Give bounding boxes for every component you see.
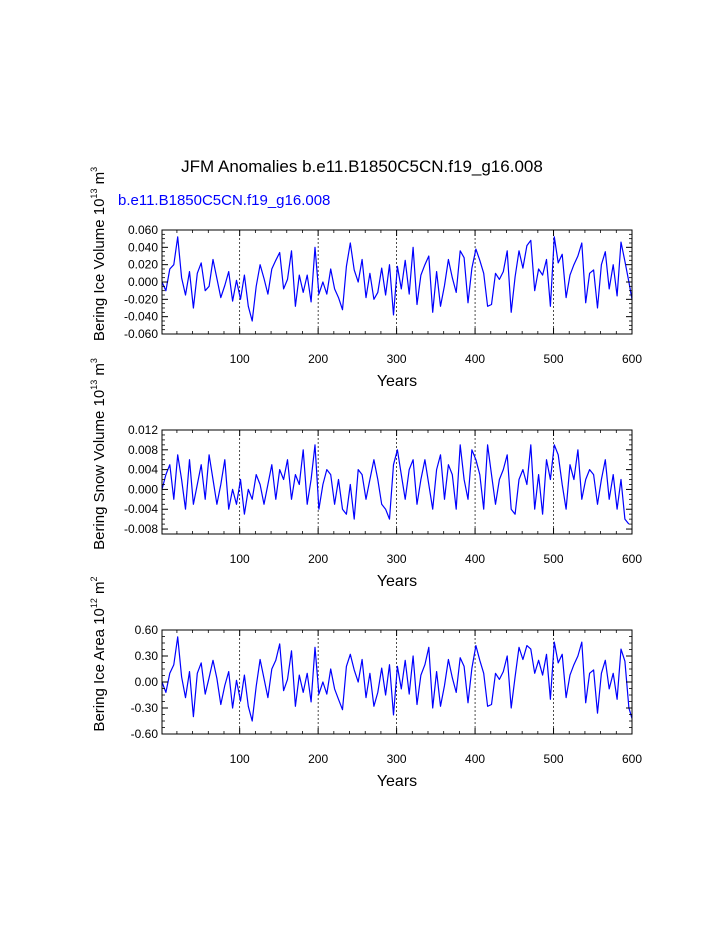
x-tick-label: 600 <box>622 352 642 366</box>
x-tick-label: 600 <box>622 552 642 566</box>
x-tick-label: 400 <box>465 552 485 566</box>
x-tick-label: 200 <box>308 752 328 766</box>
panels-group: 0.060 0.040 0.020 0.000 -0.020 -0.040 -0.060 10… <box>89 167 642 790</box>
x-tick-label: 400 <box>465 752 485 766</box>
y-tick-label: -0.040 <box>124 310 158 324</box>
y-tick-label: 0.30 <box>135 649 159 663</box>
x-tick-label: 600 <box>622 752 642 766</box>
y-tick-label: 0.000 <box>128 482 158 496</box>
y-tick-label: -0.60 <box>131 727 159 741</box>
y-tick-label: 0.004 <box>128 463 158 477</box>
y-tick-label: -0.30 <box>131 701 159 715</box>
x-tick-label: 100 <box>230 352 250 366</box>
x-tick-label: 400 <box>465 352 485 366</box>
y-tick-label: 0.012 <box>128 423 158 437</box>
y-tick-label: 0.00 <box>135 675 159 689</box>
x-axis-label: Years <box>377 773 417 790</box>
y-axis-label: Bering Ice Area 1012 m2 <box>89 576 108 731</box>
x-tick-label: 300 <box>387 352 407 366</box>
panel-2: 0.012 0.008 0.004 0.000 -0.004 -0.008 100 200 30… <box>89 358 642 590</box>
series-line <box>161 444 630 525</box>
x-tick-label: 300 <box>387 552 407 566</box>
y-tick-label: 0.040 <box>128 240 158 254</box>
y-tick-label: -0.020 <box>124 292 158 306</box>
y-tick-label: 0.060 <box>128 223 158 237</box>
figure-subtitle: b.e11.B1850C5CN.f19_g16.008 <box>118 192 330 209</box>
y-tick-label: 0.008 <box>128 443 158 457</box>
y-tick-label: 0.000 <box>128 275 158 289</box>
series-line <box>161 636 633 722</box>
x-tick-label: 200 <box>308 352 328 366</box>
x-tick-label: 500 <box>544 552 564 566</box>
figure-title: JFM Anomalies b.e11.B1850C5CN.f19_g16.00… <box>181 157 543 176</box>
y-axis-label: Bering Ice Volume 1013 m3 <box>89 167 108 341</box>
plot-frame <box>161 229 633 335</box>
y-tick-label: 0.60 <box>135 623 159 637</box>
x-tick-label: 500 <box>544 352 564 366</box>
panel-1: 0.060 0.040 0.020 0.000 -0.020 -0.040 -0.060 10… <box>89 167 642 390</box>
y-tick-label: -0.004 <box>124 502 158 516</box>
y-tick-label: -0.060 <box>124 327 158 341</box>
x-axis-label: Years <box>377 373 417 390</box>
x-tick-label: 500 <box>544 752 564 766</box>
y-tick-label: 0.020 <box>128 258 158 272</box>
x-tick-label: 200 <box>308 552 328 566</box>
x-tick-label: 100 <box>230 552 250 566</box>
x-tick-label: 300 <box>387 752 407 766</box>
series-line <box>161 236 633 322</box>
panel-3: 0.60 0.30 0.00 -0.30 -0.60 100 200 300 400 500 600… <box>89 576 642 790</box>
x-tick-label: 100 <box>230 752 250 766</box>
plot-frame <box>161 629 633 735</box>
y-tick-label: -0.008 <box>124 522 158 536</box>
y-axis-label: Bering Snow Volume 1013 m3 <box>89 358 108 550</box>
x-axis-label: Years <box>377 573 417 590</box>
